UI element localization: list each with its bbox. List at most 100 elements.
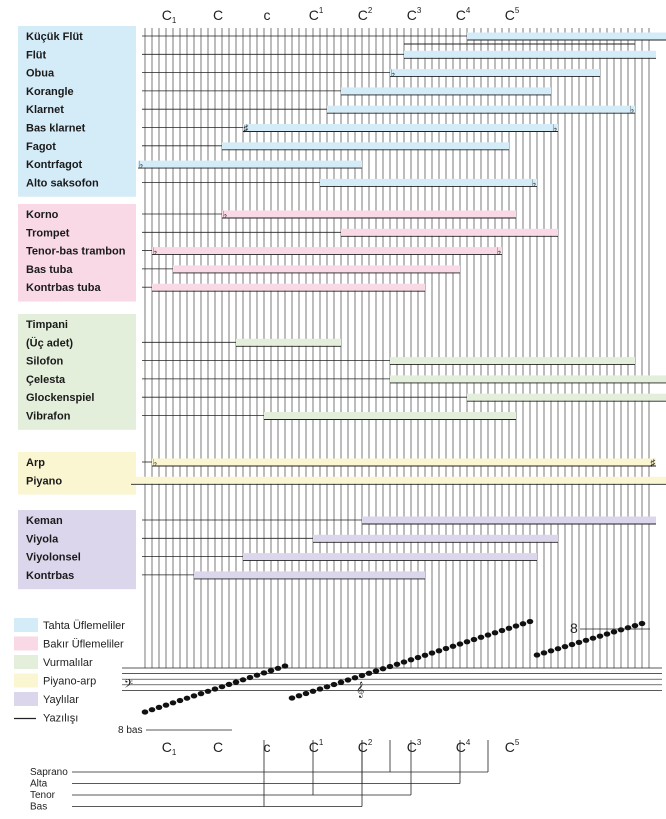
note-dot [540,650,548,656]
range-bar [243,553,537,561]
range-bar [320,178,537,186]
note-dot [190,693,198,699]
bottom-note-label: C1 [309,738,324,755]
note-dot [260,670,268,676]
voice-label: Tenor [30,790,56,801]
range-bar [152,283,425,291]
range-bar [313,534,558,542]
note-dot [582,637,590,643]
range-bar [222,210,516,218]
range-bar [390,357,635,365]
note-dot [211,686,219,692]
note-dot [281,663,289,669]
note-dot [295,693,303,699]
bottom-note-label: c [264,739,271,755]
ottava-bassa-label: 8 bas [118,725,142,736]
range-bar [467,32,666,40]
flat-sign: ♭ [553,124,558,135]
legend-label: Yaylılar [43,694,79,706]
instrument-name: Klarnet [26,104,64,116]
range-bar [236,338,341,346]
instrument-name: Bas tuba [26,264,73,276]
group-label-panel-strings [18,510,136,590]
range-bar [222,142,509,150]
instrument-name: Arp [26,457,45,469]
note-dot [358,672,366,679]
note-dot [568,641,576,648]
note-dot [253,672,261,678]
note-dot [428,650,436,656]
legend-swatch [14,655,38,669]
range-bar [390,69,600,77]
instrument-name: Korangle [26,86,74,98]
legend-label: Piyano-arp [43,676,96,688]
instrument-name: Keman [26,515,63,527]
sharp-sign: ♯ [244,124,249,135]
range-bar [138,160,362,168]
instrument-name: Korno [26,209,59,221]
top-note-label: C5 [505,6,520,23]
voice-label: Bas [30,802,47,813]
note-dot [316,686,324,692]
bottom-note-label: C [213,739,223,755]
legend-swatch [14,673,38,688]
flat-sign: ♭ [223,210,228,221]
note-dot [512,623,520,629]
range-bar [243,124,558,131]
bottom-note-label: C2 [358,738,373,755]
note-dot [638,620,646,627]
group-label-panel-harp_piano [18,452,136,495]
range-bar [362,516,656,524]
bottom-note-label: C3 [407,738,422,755]
note-dot [274,665,282,671]
note-dot [169,700,177,706]
note-dot [337,679,345,685]
instrument-name: Flüt [26,49,46,61]
legend-swatch [14,692,38,706]
legend-label: Bakır Üflemeliler [43,639,124,651]
note-dot [288,695,296,701]
legend-swatch [14,636,38,651]
ottava-alta-label: 8 [570,620,578,636]
note-dot [505,625,513,631]
note-dot [456,641,464,647]
note-dot [218,684,226,690]
note-dot [176,697,184,704]
range-bar [467,393,666,401]
instrument-name: Glockenspiel [26,392,94,404]
instrument-name: Viyola [26,533,59,545]
note-dot [498,627,506,634]
flat-sign: ♭ [497,247,502,258]
instrument-name: Çelesta [26,374,66,386]
instrument-name: Piyano [26,475,62,487]
top-note-label: c [264,7,271,23]
flat-sign: ♭ [153,247,158,258]
note-dot [449,643,457,649]
instrument-name: Tenor-bas trambon [26,246,126,258]
note-dot [162,702,170,708]
note-dot [547,648,555,654]
note-dot [393,661,401,667]
group-label-panel-brass [18,204,136,302]
instrument-name: Fagot [26,141,56,153]
note-dot [379,666,387,672]
note-dot [309,688,317,694]
top-note-label: C4 [456,6,471,23]
range-bar [152,458,656,466]
flat-sign: ♭ [153,458,158,469]
note-dot [631,623,639,629]
voice-label: Alta [30,779,48,790]
instrument-name: Timpani [26,319,68,331]
note-dot [239,677,247,683]
legend-swatch [14,618,38,632]
instrument-name: Bas klarnet [26,123,86,135]
top-note-label: C1 [309,6,324,23]
range-bar [341,228,558,236]
voice-label: Saprano [30,767,68,778]
note-dot [554,646,562,652]
treble-clef: 𝄞 [356,681,364,698]
note-dot [141,709,149,715]
legend-label: Vurmalılar [43,657,93,669]
note-dot [561,644,569,650]
